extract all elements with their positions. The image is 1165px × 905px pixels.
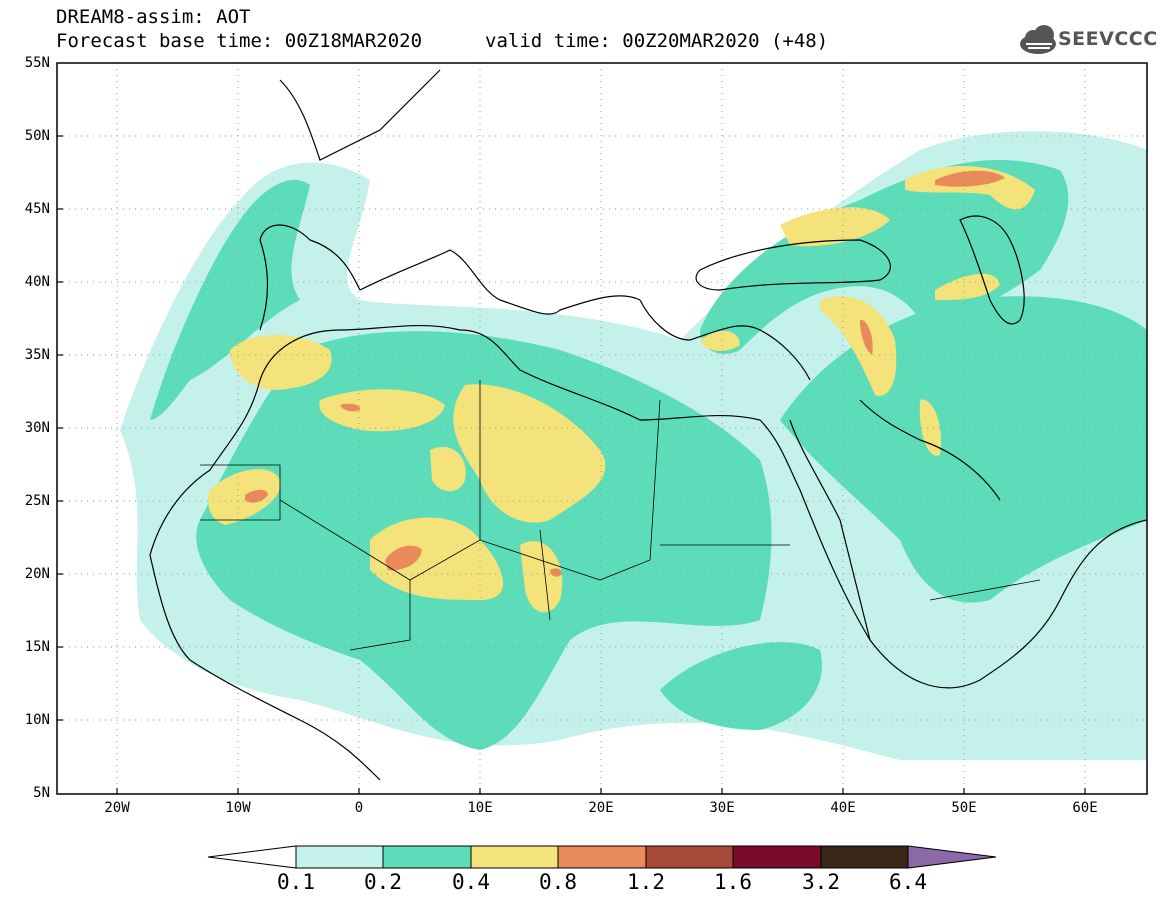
colorbar-swatch-3 [557, 845, 647, 869]
colorbar-swatch-5 [732, 845, 822, 869]
colorbar-label: 0.4 [452, 870, 490, 894]
colorbar-swatch-6 [820, 845, 909, 869]
lat-label: 10N [24, 712, 50, 728]
colorbar-label: 1.6 [714, 870, 752, 894]
lon-label: 50E [951, 800, 977, 816]
lat-label: 25N [24, 493, 50, 509]
colorbar-label: 1.2 [627, 870, 665, 894]
lon-label: 10W [225, 800, 251, 816]
lat-label: 20N [24, 566, 50, 582]
colorbar-label: 0.8 [539, 870, 577, 894]
lat-label: 30N [24, 420, 50, 436]
colorbar-swatch-4 [645, 845, 734, 869]
colorbar-swatch-0 [295, 845, 384, 869]
colorbar-swatch-1 [382, 845, 472, 869]
tick-marks [57, 135, 1086, 794]
lon-label: 20E [588, 800, 614, 816]
lon-label: 0 [354, 800, 364, 816]
lat-label: 40N [24, 274, 50, 290]
coastlines [149, 69, 1147, 781]
colorbar-label: 3.2 [802, 870, 840, 894]
lon-label: 10E [467, 800, 493, 816]
lon-label: 40E [830, 800, 856, 816]
lat-label: 50N [24, 128, 50, 144]
aot-field [120, 131, 1147, 760]
lat-label: 45N [24, 201, 50, 217]
colorbar [207, 845, 997, 869]
lon-label: 30E [709, 800, 735, 816]
seevccc-logo: SEEVCCC [1058, 28, 1158, 50]
forecast-base-time: Forecast base time: 00Z18MAR2020 [56, 30, 423, 52]
colorbar-swatch-2 [470, 845, 559, 869]
borders [200, 380, 1041, 651]
lat-label: 15N [24, 639, 50, 655]
map-title: DREAM8-assim: AOT [56, 6, 251, 28]
colorbar-min-arrow [207, 845, 297, 869]
lon-label: 60E [1072, 800, 1098, 816]
colorbar-max-arrow [907, 845, 997, 869]
lat-label: 35N [24, 347, 50, 363]
cloud-icon [1020, 25, 1056, 54]
lat-label: 55N [24, 55, 50, 71]
colorbar-label: 0.2 [364, 870, 402, 894]
colorbar-label: 0.1 [277, 870, 315, 894]
valid-time: valid time: 00Z20MAR2020 (+48) [485, 30, 829, 52]
lon-label: 20W [104, 800, 130, 816]
colorbar-label: 6.4 [889, 870, 927, 894]
lat-label: 5N [33, 785, 50, 801]
